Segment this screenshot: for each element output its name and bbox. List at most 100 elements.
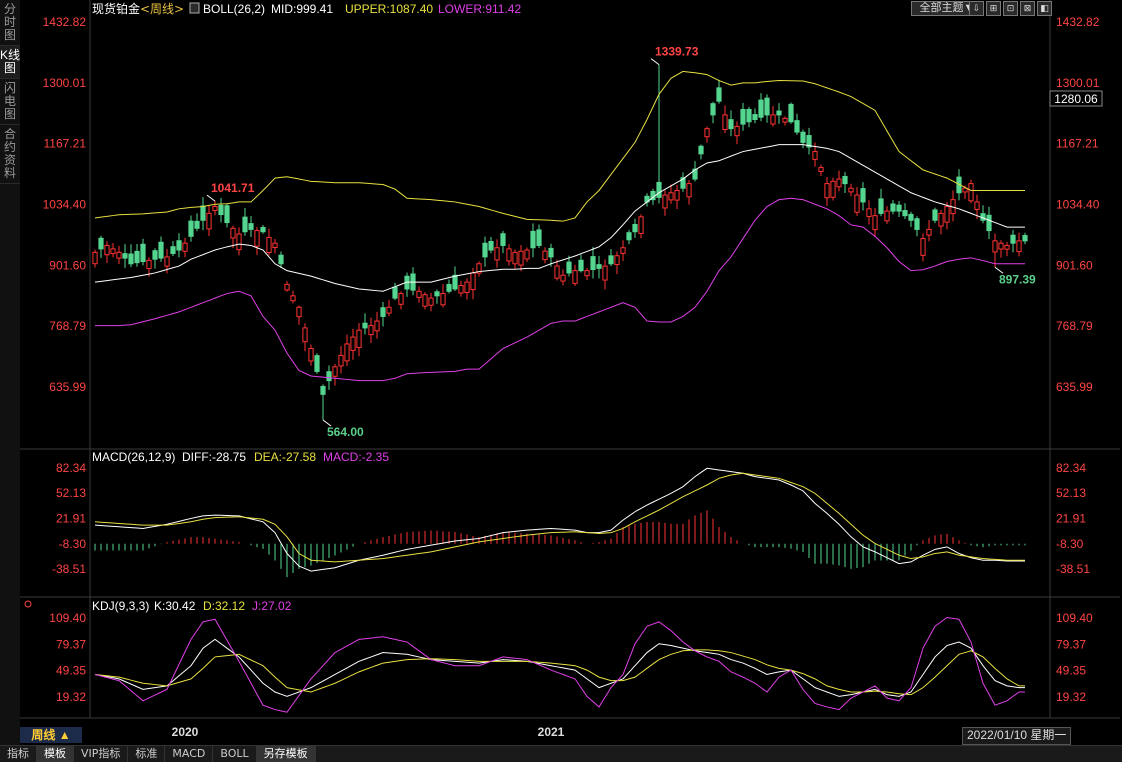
candle-body [836, 178, 842, 188]
boll-mid: MID:999.41 [271, 2, 333, 16]
toolbar-button-icon-0[interactable]: ⇩ [969, 1, 984, 16]
candle-body [422, 294, 428, 307]
macd-diff: DIFF:-28.75 [182, 450, 246, 464]
grid-lines [20, 0, 1120, 745]
candle-body [842, 176, 848, 185]
candle-body [1004, 244, 1010, 250]
candle-body [908, 213, 914, 221]
candle-body [470, 272, 476, 291]
candle-body [986, 214, 992, 232]
candle-body [758, 99, 764, 118]
candle-body [260, 227, 266, 233]
kdj-k-line [94, 638, 1025, 697]
toolbar-button-icon-3[interactable]: ⊠ [1020, 1, 1035, 16]
candle-body [428, 297, 434, 306]
candle-body [188, 220, 194, 237]
annotation-pointer-1 [322, 419, 332, 427]
candle-body [182, 242, 188, 252]
macd-title: MACD(26,12,9) [92, 450, 175, 464]
annotation-pointer-0 [206, 194, 216, 202]
candle-body [128, 253, 134, 265]
sidebar-tab-1[interactable]: K线图 [0, 46, 20, 79]
candle-body [872, 215, 878, 231]
candle-body [170, 246, 176, 254]
candle-body [728, 119, 734, 130]
candle-body [314, 355, 320, 372]
candle-body [242, 216, 248, 233]
candle-body [878, 198, 884, 214]
price-tick-right-1: 1300.01 [1056, 76, 1100, 90]
candle-body [692, 168, 698, 180]
bottom-tab-5[interactable]: BOLL [213, 746, 257, 762]
price-tick-right-4: 901.60 [1056, 258, 1093, 272]
sidebar-tab-3[interactable]: 合约资料 [0, 125, 20, 184]
bottom-tab-2[interactable]: VIP指标 [74, 746, 129, 762]
boll-mid-line [94, 144, 1025, 292]
candle-body [440, 293, 446, 306]
candle-body [248, 223, 254, 230]
kdj-tick-left-2: 49.35 [56, 664, 86, 678]
candle-body [164, 256, 170, 267]
candle-body [530, 230, 536, 249]
candle-body [254, 230, 260, 247]
boll-upper: UPPER:1087.40 [345, 2, 433, 16]
boll-lower: LOWER:911.42 [438, 2, 521, 16]
candle-body [854, 194, 860, 213]
candle-body [962, 187, 968, 193]
toolbar-button-icon-4[interactable]: ◧ [1037, 1, 1052, 16]
kdj-lines [94, 616, 1025, 713]
annotation-pointer-3 [994, 266, 1004, 274]
candle-body [866, 208, 872, 218]
boll-lower-line [95, 197, 1025, 382]
candle-body [788, 103, 794, 123]
candle-body [890, 203, 896, 212]
chart-canvas[interactable]: 1432.82 1432.82 1300.01 1300.01 1167.21 1167.… [20, 0, 1120, 745]
candle-body [518, 250, 524, 266]
candle-body [236, 233, 242, 251]
bottom-tab-0[interactable]: 指标 [0, 746, 37, 762]
period-selector[interactable]: 周线 ▲ [20, 727, 82, 743]
macd-tick-right-4: -38.51 [1056, 562, 1090, 576]
macd-tick-left-3: -8.30 [59, 537, 87, 551]
candle-body [716, 87, 722, 102]
kdj-tick-right-0: 109.40 [1056, 611, 1093, 625]
candle-body [230, 227, 236, 239]
bottom-tab-4[interactable]: MACD [165, 746, 214, 762]
candle-body [896, 204, 902, 212]
bottom-tab-6[interactable]: 另存模板 [256, 746, 316, 762]
candle-body [326, 371, 332, 382]
settings-dot-icon[interactable] [24, 600, 32, 608]
toolbar-button-icon-2[interactable]: ⊡ [1003, 1, 1018, 16]
axis-labels: 1432.82 1432.82 1300.01 1300.01 1167.21 1167.… [43, 15, 1100, 739]
candle-body [656, 181, 662, 198]
candle-body [662, 194, 668, 209]
candle-body [914, 218, 920, 230]
bottom-tab-3[interactable]: 标准 [128, 746, 166, 762]
kdj-k: K:30.42 [154, 599, 196, 613]
sidebar-tab-0[interactable]: 分时图 [0, 0, 20, 46]
macd-tick-left-1: 52.13 [56, 486, 86, 500]
candle-body [614, 255, 620, 266]
macd-tick-left-0: 82.34 [56, 461, 86, 475]
candle-body [224, 205, 230, 224]
toolbar-button-icon-1[interactable]: ⊞ [986, 1, 1001, 16]
candle-body [104, 244, 110, 256]
candle-body [998, 242, 1004, 250]
candle-body [554, 265, 560, 279]
macd-tick-right-3: -8.30 [1056, 537, 1084, 551]
candle-body [446, 284, 452, 292]
annotation-pointer-2 [650, 58, 660, 66]
candle-body [386, 306, 392, 314]
price-tick-right-3: 1034.40 [1056, 198, 1100, 212]
candle-body [752, 114, 758, 120]
candle-body [626, 232, 632, 241]
sidebar-tab-2[interactable]: 闪电图 [0, 79, 20, 125]
price-tick-left-2: 1167.21 [44, 137, 87, 151]
macd-tick-right-2: 21.91 [1056, 512, 1086, 526]
candle-body [884, 210, 890, 222]
bottom-tab-1[interactable]: 模板 [37, 746, 74, 762]
candle-body [308, 348, 314, 362]
candle-body [800, 131, 806, 143]
kdj-tick-right-1: 79.37 [1056, 637, 1086, 651]
candle-body [590, 256, 596, 271]
